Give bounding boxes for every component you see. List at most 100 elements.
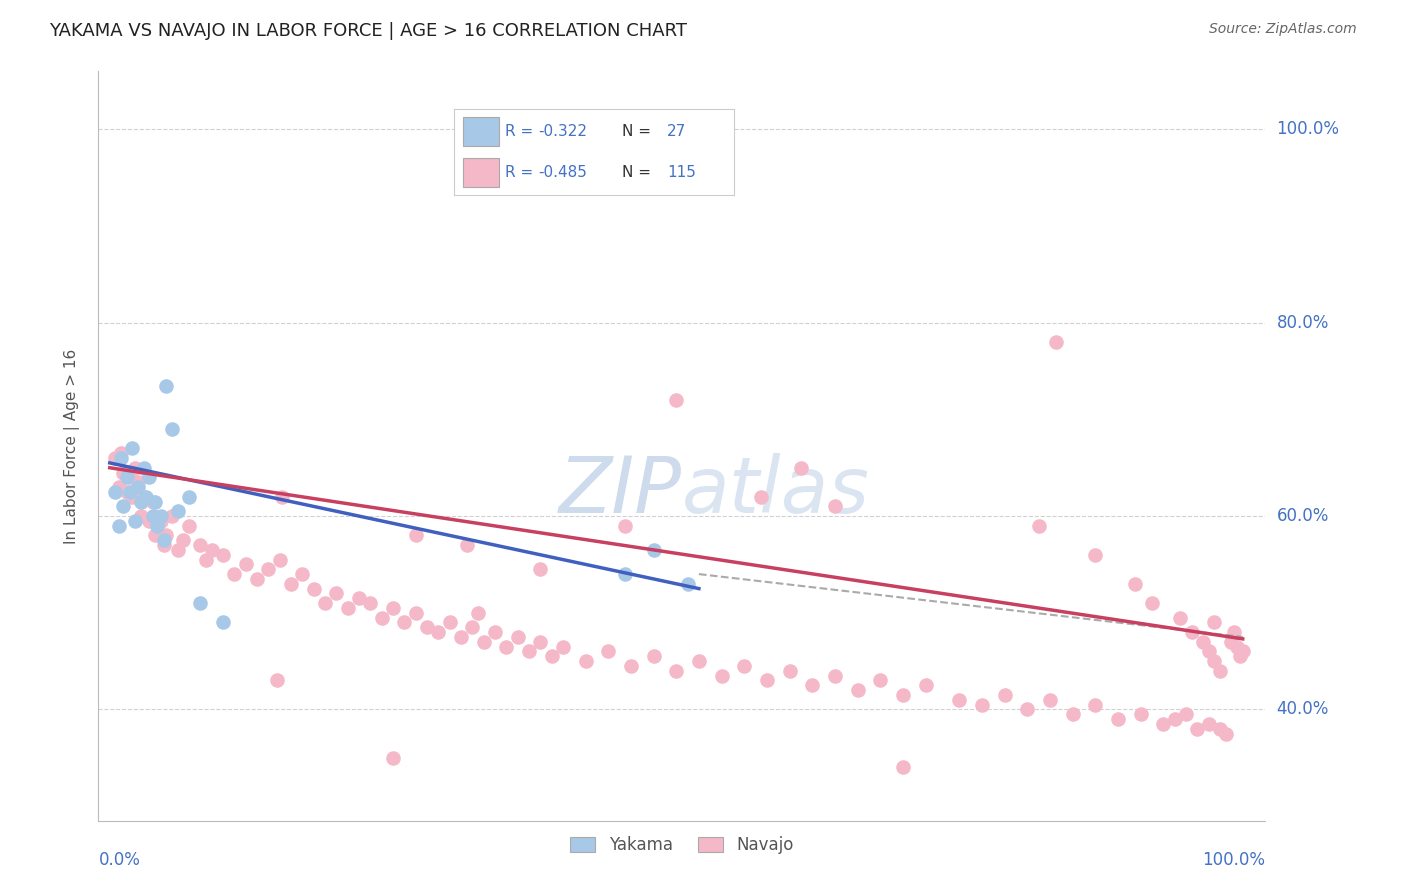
Point	[1229, 649, 1251, 664]
Point	[112, 500, 135, 514]
Point	[1017, 702, 1039, 716]
Point	[643, 543, 665, 558]
Point	[149, 509, 172, 524]
Point	[1045, 334, 1067, 349]
Point	[1129, 707, 1152, 722]
Point	[405, 606, 427, 620]
Point	[891, 760, 914, 774]
Point	[1220, 634, 1243, 648]
Point	[212, 615, 235, 630]
Point	[121, 442, 143, 456]
Point	[1123, 576, 1146, 591]
Text: 40.0%: 40.0%	[1277, 700, 1329, 718]
Text: ZIP: ZIP	[560, 453, 682, 529]
Point	[190, 538, 212, 552]
Point	[235, 558, 257, 572]
Point	[506, 630, 529, 644]
Point	[146, 518, 169, 533]
Point	[266, 673, 288, 688]
Point	[302, 582, 325, 596]
Point	[755, 673, 778, 688]
Point	[540, 649, 562, 664]
Point	[994, 688, 1017, 702]
Point	[325, 586, 347, 600]
Point	[155, 378, 177, 392]
Point	[914, 678, 936, 692]
Point	[143, 528, 166, 542]
Point	[1215, 726, 1237, 740]
Point	[461, 620, 484, 634]
Point	[676, 576, 699, 591]
Point	[614, 518, 637, 533]
Point	[517, 644, 540, 658]
Point	[665, 664, 688, 678]
Point	[110, 451, 132, 466]
Point	[127, 475, 149, 490]
Point	[135, 490, 157, 504]
Point	[153, 538, 176, 552]
Point	[155, 528, 177, 542]
Point	[112, 466, 135, 480]
Point	[1181, 625, 1204, 640]
Point	[153, 533, 176, 548]
Point	[1187, 722, 1209, 736]
Point	[212, 548, 235, 562]
Point	[456, 538, 478, 552]
Point	[529, 562, 551, 576]
Point	[467, 606, 489, 620]
Point	[142, 494, 165, 508]
Text: 100.0%: 100.0%	[1202, 851, 1265, 869]
Point	[382, 601, 405, 615]
Point	[110, 446, 132, 460]
Point	[551, 640, 574, 654]
Point	[801, 678, 824, 692]
Text: atlas: atlas	[682, 453, 870, 529]
Point	[160, 509, 183, 524]
Point	[1209, 664, 1232, 678]
Point	[280, 576, 302, 591]
Point	[427, 625, 450, 640]
Point	[779, 664, 801, 678]
Point	[104, 484, 127, 499]
Point	[177, 490, 200, 504]
Point	[1222, 625, 1244, 640]
Point	[166, 543, 188, 558]
Point	[598, 644, 620, 658]
Point	[1204, 654, 1226, 668]
Point	[115, 470, 138, 484]
Point	[127, 480, 149, 494]
Point	[1084, 548, 1107, 562]
Point	[190, 596, 212, 610]
Point	[1039, 693, 1062, 707]
Point	[143, 494, 166, 508]
Point	[108, 480, 131, 494]
Point	[495, 640, 517, 654]
Text: 80.0%: 80.0%	[1277, 314, 1329, 332]
Point	[149, 514, 172, 528]
Text: Source: ZipAtlas.com: Source: ZipAtlas.com	[1209, 22, 1357, 37]
Point	[439, 615, 461, 630]
Point	[138, 470, 160, 484]
Point	[665, 393, 688, 408]
Point	[359, 596, 381, 610]
Point	[1164, 712, 1187, 726]
Point	[891, 688, 914, 702]
Point	[1209, 722, 1232, 736]
Point	[131, 509, 153, 524]
Point	[869, 673, 891, 688]
Legend: Yakama, Navajo: Yakama, Navajo	[564, 830, 800, 861]
Point	[824, 668, 846, 682]
Point	[710, 668, 733, 682]
Point	[108, 518, 131, 533]
Point	[121, 490, 143, 504]
Text: 100.0%: 100.0%	[1277, 120, 1340, 138]
Point	[1062, 707, 1084, 722]
Point	[575, 654, 598, 668]
Point	[394, 615, 416, 630]
Point	[124, 460, 146, 475]
Point	[382, 751, 405, 765]
Point	[132, 490, 155, 504]
Point	[1152, 717, 1174, 731]
Point	[416, 620, 439, 634]
Text: YAKAMA VS NAVAJO IN LABOR FORCE | AGE > 16 CORRELATION CHART: YAKAMA VS NAVAJO IN LABOR FORCE | AGE > …	[49, 22, 688, 40]
